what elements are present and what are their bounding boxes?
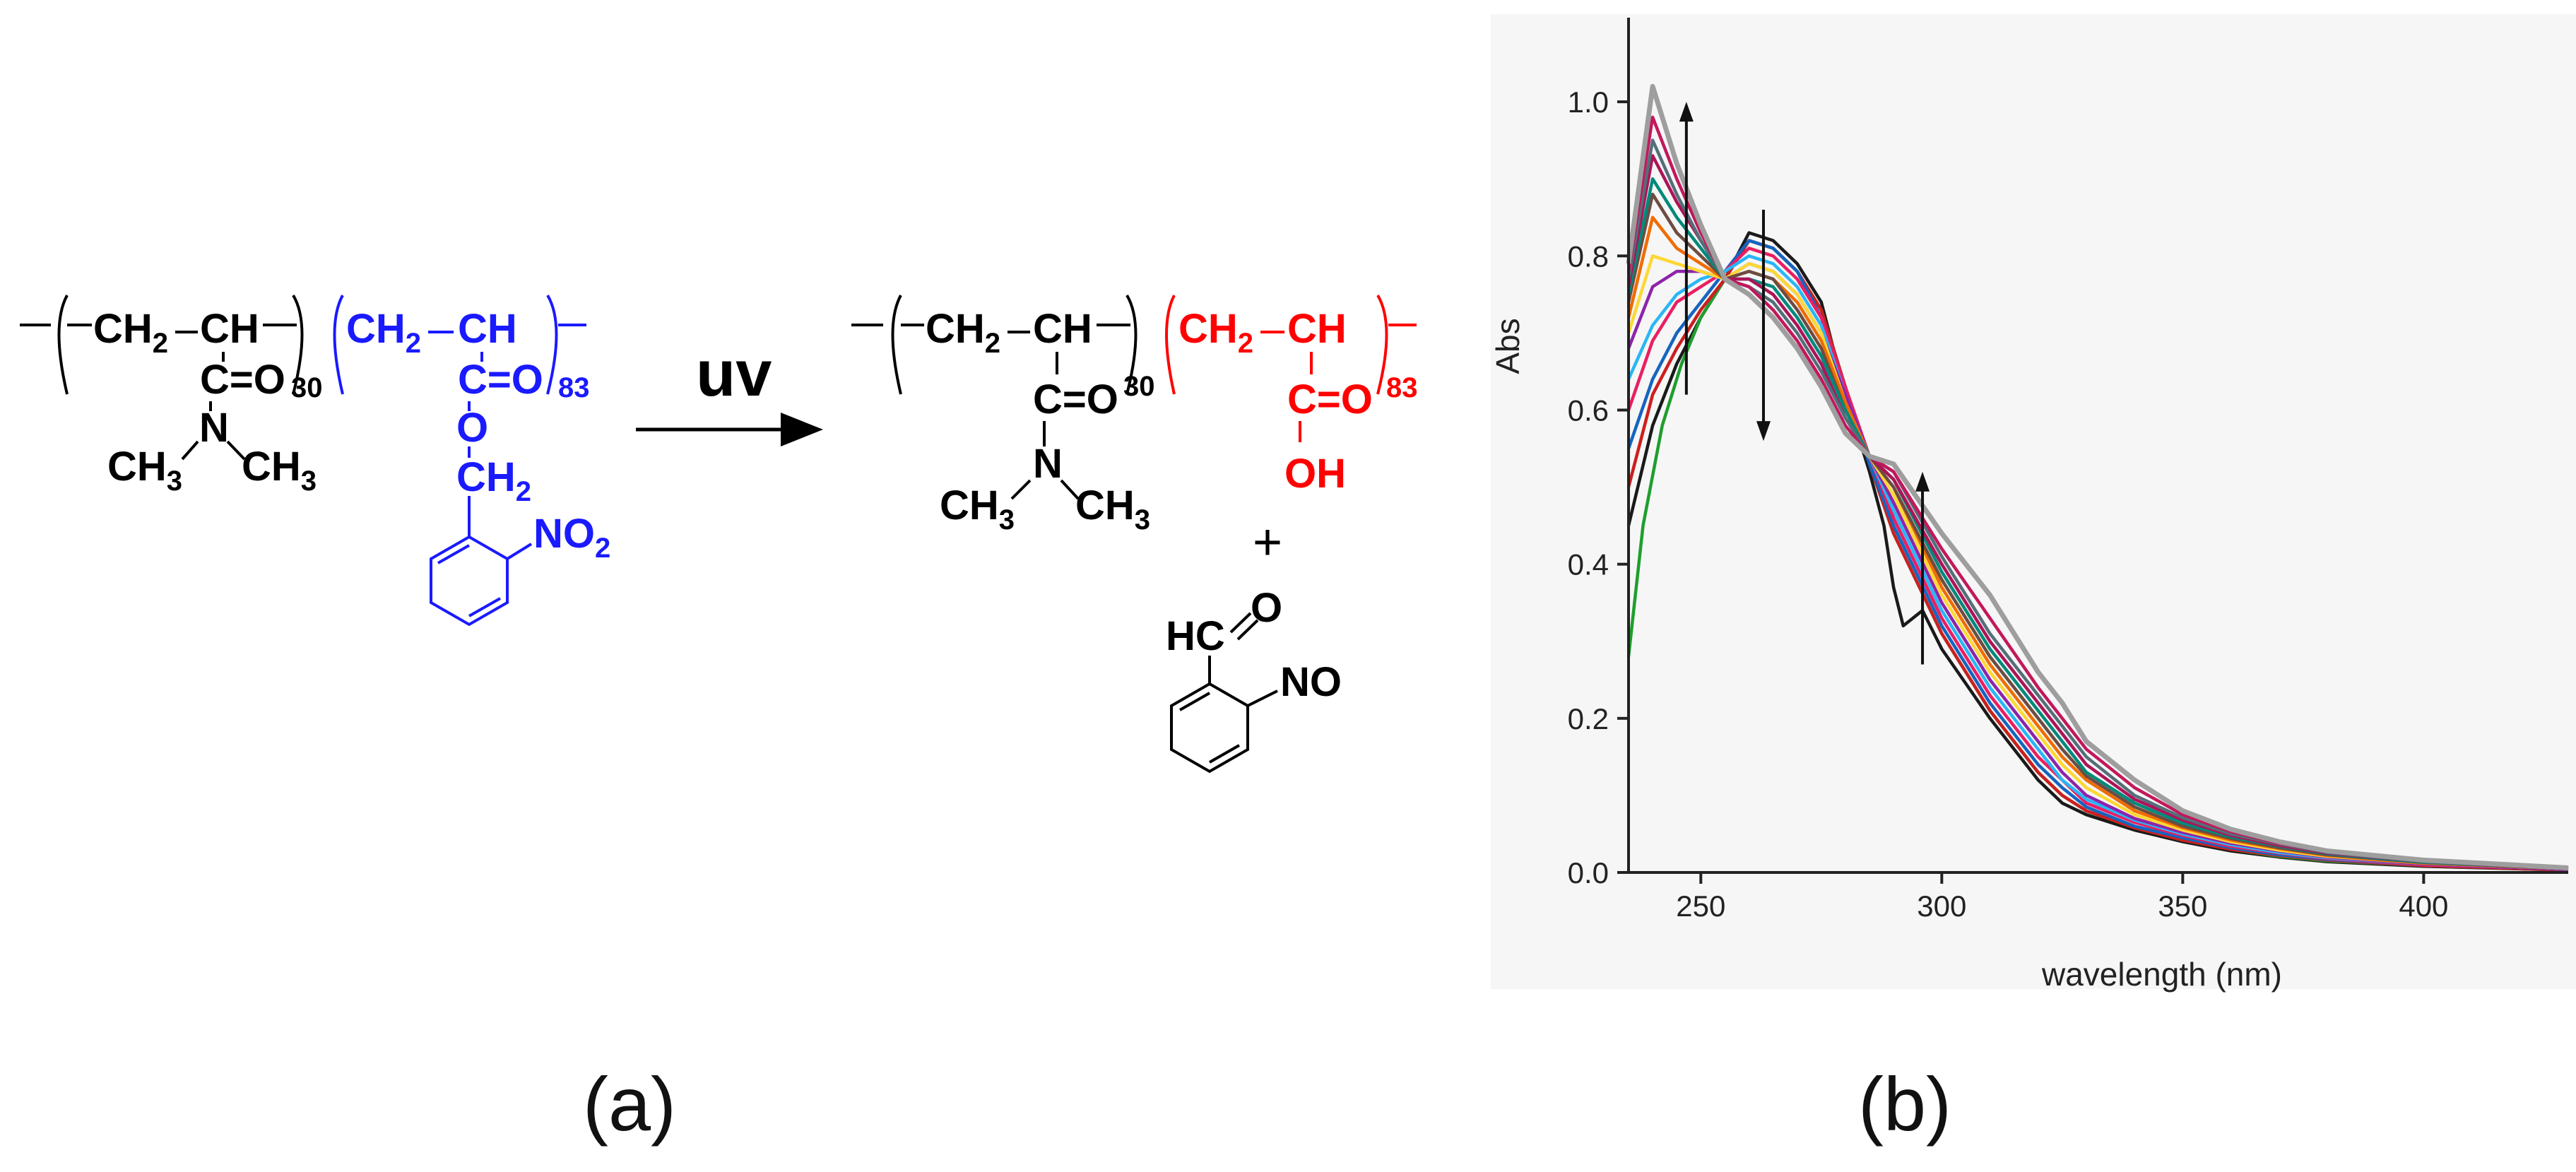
trend-arrowhead-3 (1915, 471, 1930, 492)
product-dma-carbonyl: C=O (1033, 377, 1118, 422)
nitrosobenzaldehyde-block: + HC O NO (1166, 514, 1342, 774)
y-tick-label: 0.6 (1568, 393, 1609, 427)
reactant-nitrobenzyl-block: CH2 CH C=O 83 O CH2 NO2 (333, 294, 610, 627)
nitroso-group: NO (1280, 659, 1342, 705)
chart-arrows-group (1679, 102, 1930, 665)
reactant-nitro: NO2 (533, 511, 610, 564)
trend-arrowhead-1 (1679, 102, 1694, 122)
reactant-nb-methylene: CH2 (456, 454, 531, 507)
x-tick-label: 300 (1917, 889, 1966, 923)
product-acid-carbonyl: C=O (1287, 377, 1373, 422)
aldehyde-hc: HC (1166, 613, 1225, 659)
y-axis-label: Abs (1489, 318, 1526, 374)
reactant-dma-methyl-left: CH3 (107, 444, 182, 497)
panel-label-a: (a) (583, 1061, 676, 1147)
reactant-nb-ch: CH (458, 306, 517, 352)
x-tick-label: 250 (1676, 889, 1725, 923)
product-acid-index: 83 (1386, 372, 1418, 403)
uv-label: uv (696, 338, 772, 410)
x-tick-label: 350 (2158, 889, 2207, 923)
reaction-arrow: uv (636, 338, 823, 446)
plus-sign: + (1253, 514, 1282, 571)
reactant-dma-index: 30 (291, 372, 323, 403)
y-tick-label: 0.8 (1568, 239, 1609, 273)
product-dma-n: N (1033, 441, 1063, 487)
reactant-dma-n: N (199, 405, 229, 451)
spectrum-line-15 (1626, 83, 2569, 870)
product-dma-ch: CH (1033, 306, 1092, 352)
trend-arrowhead-2 (1756, 421, 1771, 442)
reactant-dma-carbonyl: C=O (200, 357, 285, 403)
chart-series-group (1626, 83, 2569, 872)
product-dma-methyl-left: CH3 (940, 483, 1015, 535)
y-tick-label: 0.4 (1568, 548, 1609, 581)
product-dma-methyl-right: CH3 (1075, 483, 1150, 535)
reactant-nb-ester-carbonyl: C=O (458, 357, 543, 403)
aldehyde-o: O (1251, 585, 1282, 631)
reactant-dma-methyl-right: CH3 (242, 444, 317, 497)
product-acid-ch2: CH2 (1178, 306, 1253, 359)
reactant-dma-ch2: CH2 (93, 306, 168, 359)
product-dma-index: 30 (1123, 371, 1155, 402)
product-acid-block: CH2 CH C=O 83 OH (1165, 294, 1418, 497)
y-tick-label: 1.0 (1568, 85, 1609, 119)
product-acid-oh: OH (1284, 451, 1346, 497)
product-dma-ch2: CH2 (926, 306, 1000, 359)
reactant-dma-block: CH2 CH C=O 30 N CH3 CH3 (20, 294, 323, 497)
reactant-nb-ester-o: O (456, 405, 488, 451)
x-axis-label: wavelength (nm) (2041, 956, 2282, 993)
reactant-nb-ch2: CH2 (346, 306, 421, 359)
product-acid-ch: CH (1287, 306, 1347, 352)
reactant-dma-ch: CH (200, 306, 259, 352)
reactant-nb-index: 83 (558, 372, 590, 403)
chart-axes-group: 0.0 0.2 0.4 0.6 0.8 1.0 250 300 350 400 (1568, 18, 2568, 923)
y-tick-label: 0.2 (1568, 702, 1609, 735)
reaction-scheme: CH2 CH C=O 30 N CH3 CH3 CH2 CH C=O 83 O … (20, 294, 1418, 774)
product-dma-block: CH2 CH C=O 30 N CH3 CH3 (851, 294, 1155, 535)
x-tick-label: 400 (2399, 889, 2448, 923)
chart-background (1491, 14, 2576, 989)
panel-label-b: (b) (1858, 1061, 1951, 1147)
y-tick-label: 0.0 (1568, 856, 1609, 889)
